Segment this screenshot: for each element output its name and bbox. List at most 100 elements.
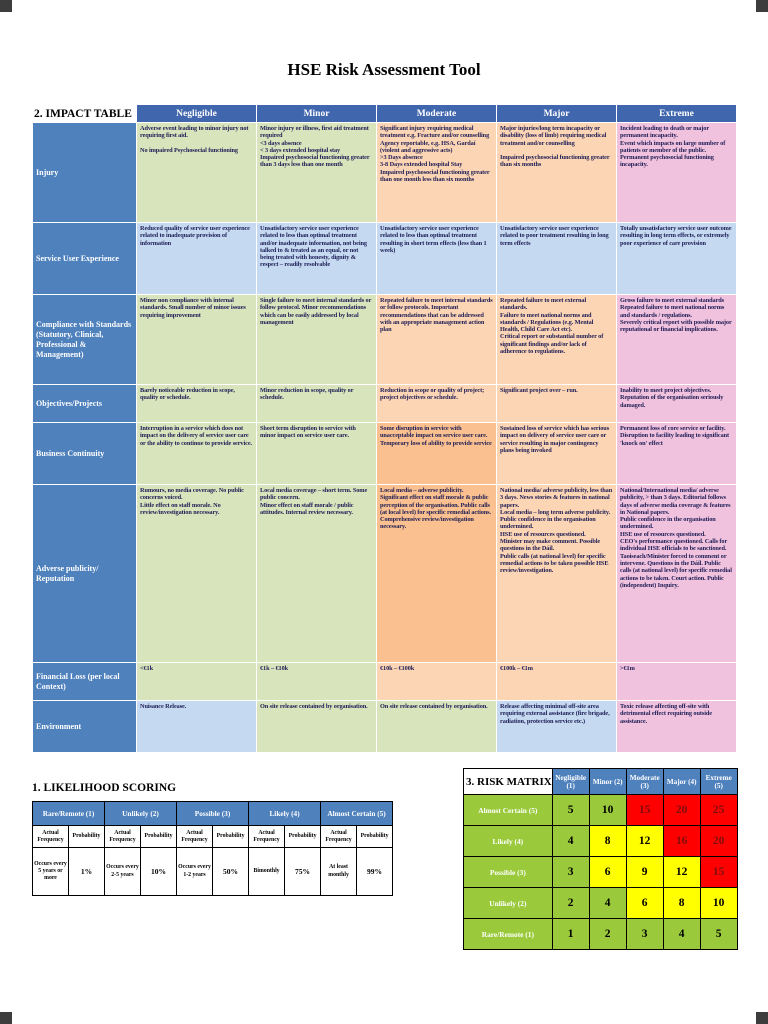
matrix-col-header-extreme: Extreme (5) xyxy=(699,768,738,795)
impact-cell: Interruption in a service which does not… xyxy=(136,422,257,485)
likelihood-col-header-rare: Rare/Remote (1) xyxy=(32,801,105,826)
matrix-col-header-negligible: Negligible (1) xyxy=(551,768,590,795)
risk-matrix-cell: 5 xyxy=(699,918,738,950)
risk-matrix-cell: 6 xyxy=(588,856,627,888)
likelihood-subheader-row: Actual Frequency Probability Actual Freq… xyxy=(32,825,394,848)
table-row: Environment Nuisance Release. On site re… xyxy=(32,700,737,753)
table-row: Rare/Remote (1) 1 2 3 4 5 xyxy=(463,918,738,950)
impact-row-label-adverse-publicity: Adverse publicity/ Reputation xyxy=(32,484,137,663)
table-row: Adverse publicity/ Reputation Rumours, n… xyxy=(32,484,737,663)
impact-cell: Sustained loss of service which has seri… xyxy=(496,422,617,485)
table-row: Financial Loss (per local Context) <€1k … xyxy=(32,662,737,701)
table-row: Likely (4) 4 8 12 16 20 xyxy=(463,825,738,857)
impact-cell: Unsatisfactory service user experience r… xyxy=(376,222,497,295)
likelihood-table: Rare/Remote (1) Unlikely (2) Possible (3… xyxy=(32,801,394,896)
impact-table-section: 2. IMPACT TABLE Negligible Minor Moderat… xyxy=(32,104,737,753)
matrix-row-label-unlikely: Unlikely (2) xyxy=(463,887,553,919)
impact-row-label-injury: Injury xyxy=(32,122,137,223)
impact-cell: Toxic release affecting off-site with de… xyxy=(616,700,737,753)
table-row: Business Continuity Interruption in a se… xyxy=(32,422,737,485)
table-row: Objectives/Projects Barely noticeable re… xyxy=(32,384,737,423)
table-row: Unlikely (2) 2 4 6 8 10 xyxy=(463,887,738,919)
page-corner-mark xyxy=(0,0,12,12)
likelihood-probability-value: 10% xyxy=(139,847,178,896)
table-row: Service User Experience Reduced quality … xyxy=(32,222,737,295)
likelihood-col-header-possible: Possible (3) xyxy=(176,801,250,826)
impact-cell: Inability to meet project objectives. Re… xyxy=(616,384,737,423)
impact-row-label-business-continuity: Business Continuity xyxy=(32,422,137,485)
matrix-col-header-minor: Minor (2) xyxy=(588,768,627,795)
likelihood-heading: 1. LIKELIHOOD SCORING xyxy=(32,782,177,794)
impact-cell: Release affecting minimal off-site area … xyxy=(496,700,617,753)
likelihood-subheader-probability: Probability xyxy=(356,825,394,848)
impact-cell: Permanent loss of core service or facili… xyxy=(616,422,737,485)
impact-cell: Significant project over – run. xyxy=(496,384,617,423)
likelihood-subheader-frequency: Actual Frequency xyxy=(32,825,69,848)
risk-matrix-table: 3. RISK MATRIX Negligible (1) Minor (2) … xyxy=(463,768,738,950)
impact-col-header-negligible: Negligible xyxy=(136,104,257,123)
risk-matrix-cell: 15 xyxy=(625,794,664,826)
likelihood-frequency-value: Occurs every 5 years or more xyxy=(32,847,69,896)
impact-row-label-financial-loss: Financial Loss (per local Context) xyxy=(32,662,137,701)
impact-cell: Short term disruption to service with mi… xyxy=(256,422,377,485)
likelihood-frequency-value: At least monthly xyxy=(320,847,358,896)
risk-matrix-cell: 20 xyxy=(699,825,738,857)
impact-cell: Unsatisfactory service user experience r… xyxy=(256,222,377,295)
matrix-row-label-almost-certain: Almost Certain (5) xyxy=(463,794,553,826)
impact-cell: Minor injury or illness, first aid treat… xyxy=(256,122,377,223)
likelihood-probability-value: 50% xyxy=(212,847,250,896)
matrix-col-header-major: Major (4) xyxy=(662,768,701,795)
impact-cell: Local media – adverse publicity. Signifi… xyxy=(376,484,497,663)
impact-row-label-environment: Environment xyxy=(32,700,137,753)
risk-matrix-cell: 20 xyxy=(662,794,701,826)
matrix-row-label-possible: Possible (3) xyxy=(463,856,553,888)
likelihood-subheader-probability: Probability xyxy=(139,825,178,848)
impact-cell: National media/ adverse publicity, less … xyxy=(496,484,617,663)
impact-row-label-service-user: Service User Experience xyxy=(32,222,137,295)
likelihood-header-row: Rare/Remote (1) Unlikely (2) Possible (3… xyxy=(32,801,394,826)
page-corner-mark xyxy=(0,1012,12,1024)
risk-matrix-cell: 25 xyxy=(699,794,738,826)
impact-cell: Nuisance Release. xyxy=(136,700,257,753)
likelihood-subheader-probability: Probability xyxy=(68,825,105,848)
impact-col-header-extreme: Extreme xyxy=(616,104,737,123)
impact-col-header-minor: Minor xyxy=(256,104,377,123)
risk-matrix-cell: 8 xyxy=(662,887,701,919)
impact-cell: Major injuries/long term incapacity or d… xyxy=(496,122,617,223)
likelihood-col-header-unlikely: Unlikely (2) xyxy=(103,801,178,826)
impact-cell: Reduced quality of service user experien… xyxy=(136,222,257,295)
likelihood-subheader-frequency: Actual Frequency xyxy=(104,825,141,848)
page-title: HSE Risk Assessment Tool xyxy=(287,60,481,79)
likelihood-probability-value: 1% xyxy=(68,847,105,896)
risk-matrix-header-row: 3. RISK MATRIX Negligible (1) Minor (2) … xyxy=(463,768,738,795)
likelihood-section: 1. LIKELIHOOD SCORING Rare/Remote (1) Un… xyxy=(32,782,394,896)
page-corner-mark xyxy=(756,1012,768,1024)
impact-cell: Incident leading to death or major perma… xyxy=(616,122,737,223)
likelihood-subheader-probability: Probability xyxy=(284,825,322,848)
impact-header-row: 2. IMPACT TABLE Negligible Minor Moderat… xyxy=(32,104,737,123)
risk-matrix-cell: 4 xyxy=(551,825,590,857)
risk-matrix-cell: 4 xyxy=(588,887,627,919)
likelihood-values-row: Occurs every 5 years or more 1% Occurs e… xyxy=(32,847,394,896)
table-row: Possible (3) 3 6 9 12 15 xyxy=(463,856,738,888)
impact-cell: Single failure to meet internal standard… xyxy=(256,294,377,385)
likelihood-probability-value: 75% xyxy=(284,847,322,896)
risk-matrix-cell: 4 xyxy=(662,918,701,950)
impact-cell: Repeated failure to meet internal standa… xyxy=(376,294,497,385)
risk-matrix-section: 3. RISK MATRIX Negligible (1) Minor (2) … xyxy=(463,768,738,950)
risk-matrix-cell: 1 xyxy=(551,918,590,950)
impact-row-label-objectives: Objectives/Projects xyxy=(32,384,137,423)
likelihood-subheader-frequency: Actual Frequency xyxy=(248,825,286,848)
impact-table-heading: 2. IMPACT TABLE xyxy=(32,104,137,123)
impact-cell: Minor reduction in scope, quality or sch… xyxy=(256,384,377,423)
risk-matrix-cell: 10 xyxy=(699,887,738,919)
likelihood-col-header-almost-certain: Almost Certain (5) xyxy=(320,801,394,826)
impact-cell: €1k – €10k xyxy=(256,662,377,701)
impact-cell: >€1m xyxy=(616,662,737,701)
impact-col-header-major: Major xyxy=(496,104,617,123)
table-row: Almost Certain (5) 5 10 15 20 25 xyxy=(463,794,738,826)
impact-cell: Significant injury requiring medical tre… xyxy=(376,122,497,223)
risk-matrix-cell: 3 xyxy=(551,856,590,888)
impact-cell: Local media coverage – short term. Some … xyxy=(256,484,377,663)
risk-matrix-cell: 12 xyxy=(625,825,664,857)
